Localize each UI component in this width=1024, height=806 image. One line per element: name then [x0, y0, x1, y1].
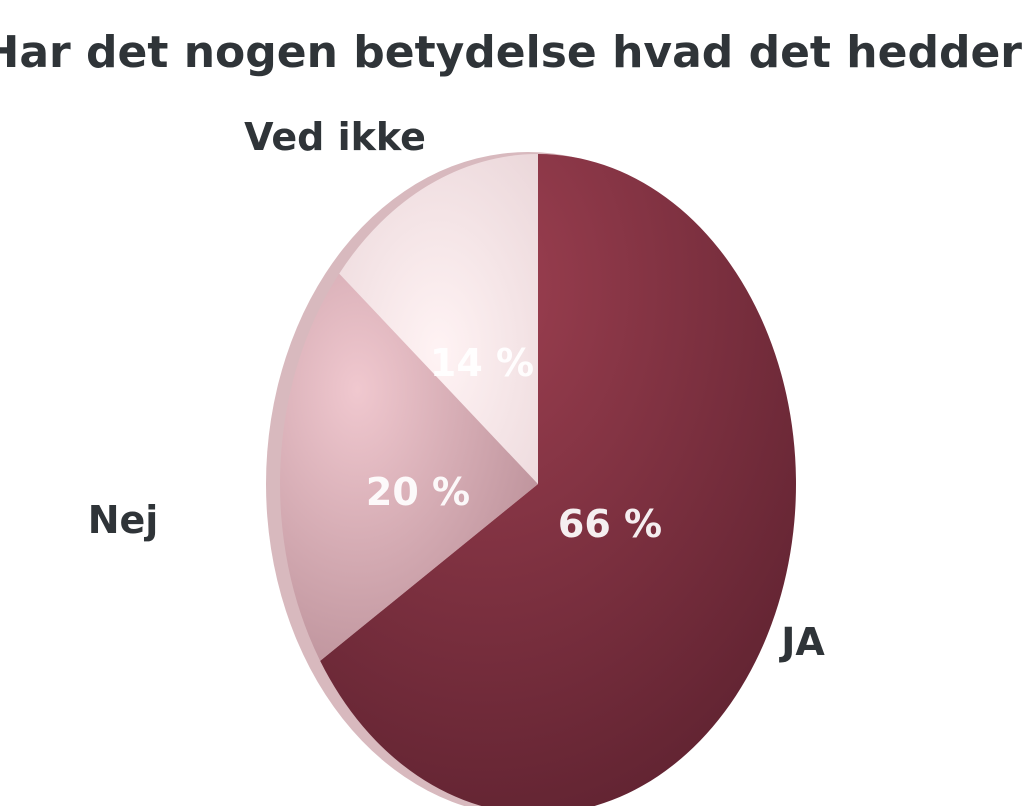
chart-title: Har det nogen betydelse hvad det hedder?: [0, 27, 1024, 78]
pie-slices: [279, 154, 796, 806]
slice-value-label-ved-ikke: 14 %: [430, 341, 534, 385]
slice-category-label-ja: JA: [778, 620, 825, 664]
slice-value-label-ja: 66 %: [558, 502, 662, 546]
pie-slice-ved-ikke: [339, 154, 538, 484]
slice-category-label-ved-ikke: Ved ikke: [244, 115, 426, 159]
pie-slice-ja: [320, 154, 796, 806]
pie-slice-nej: [279, 273, 538, 661]
slice-category-label-nej: Nej: [88, 498, 159, 542]
slice-value-label-nej: 20 %: [366, 470, 470, 514]
